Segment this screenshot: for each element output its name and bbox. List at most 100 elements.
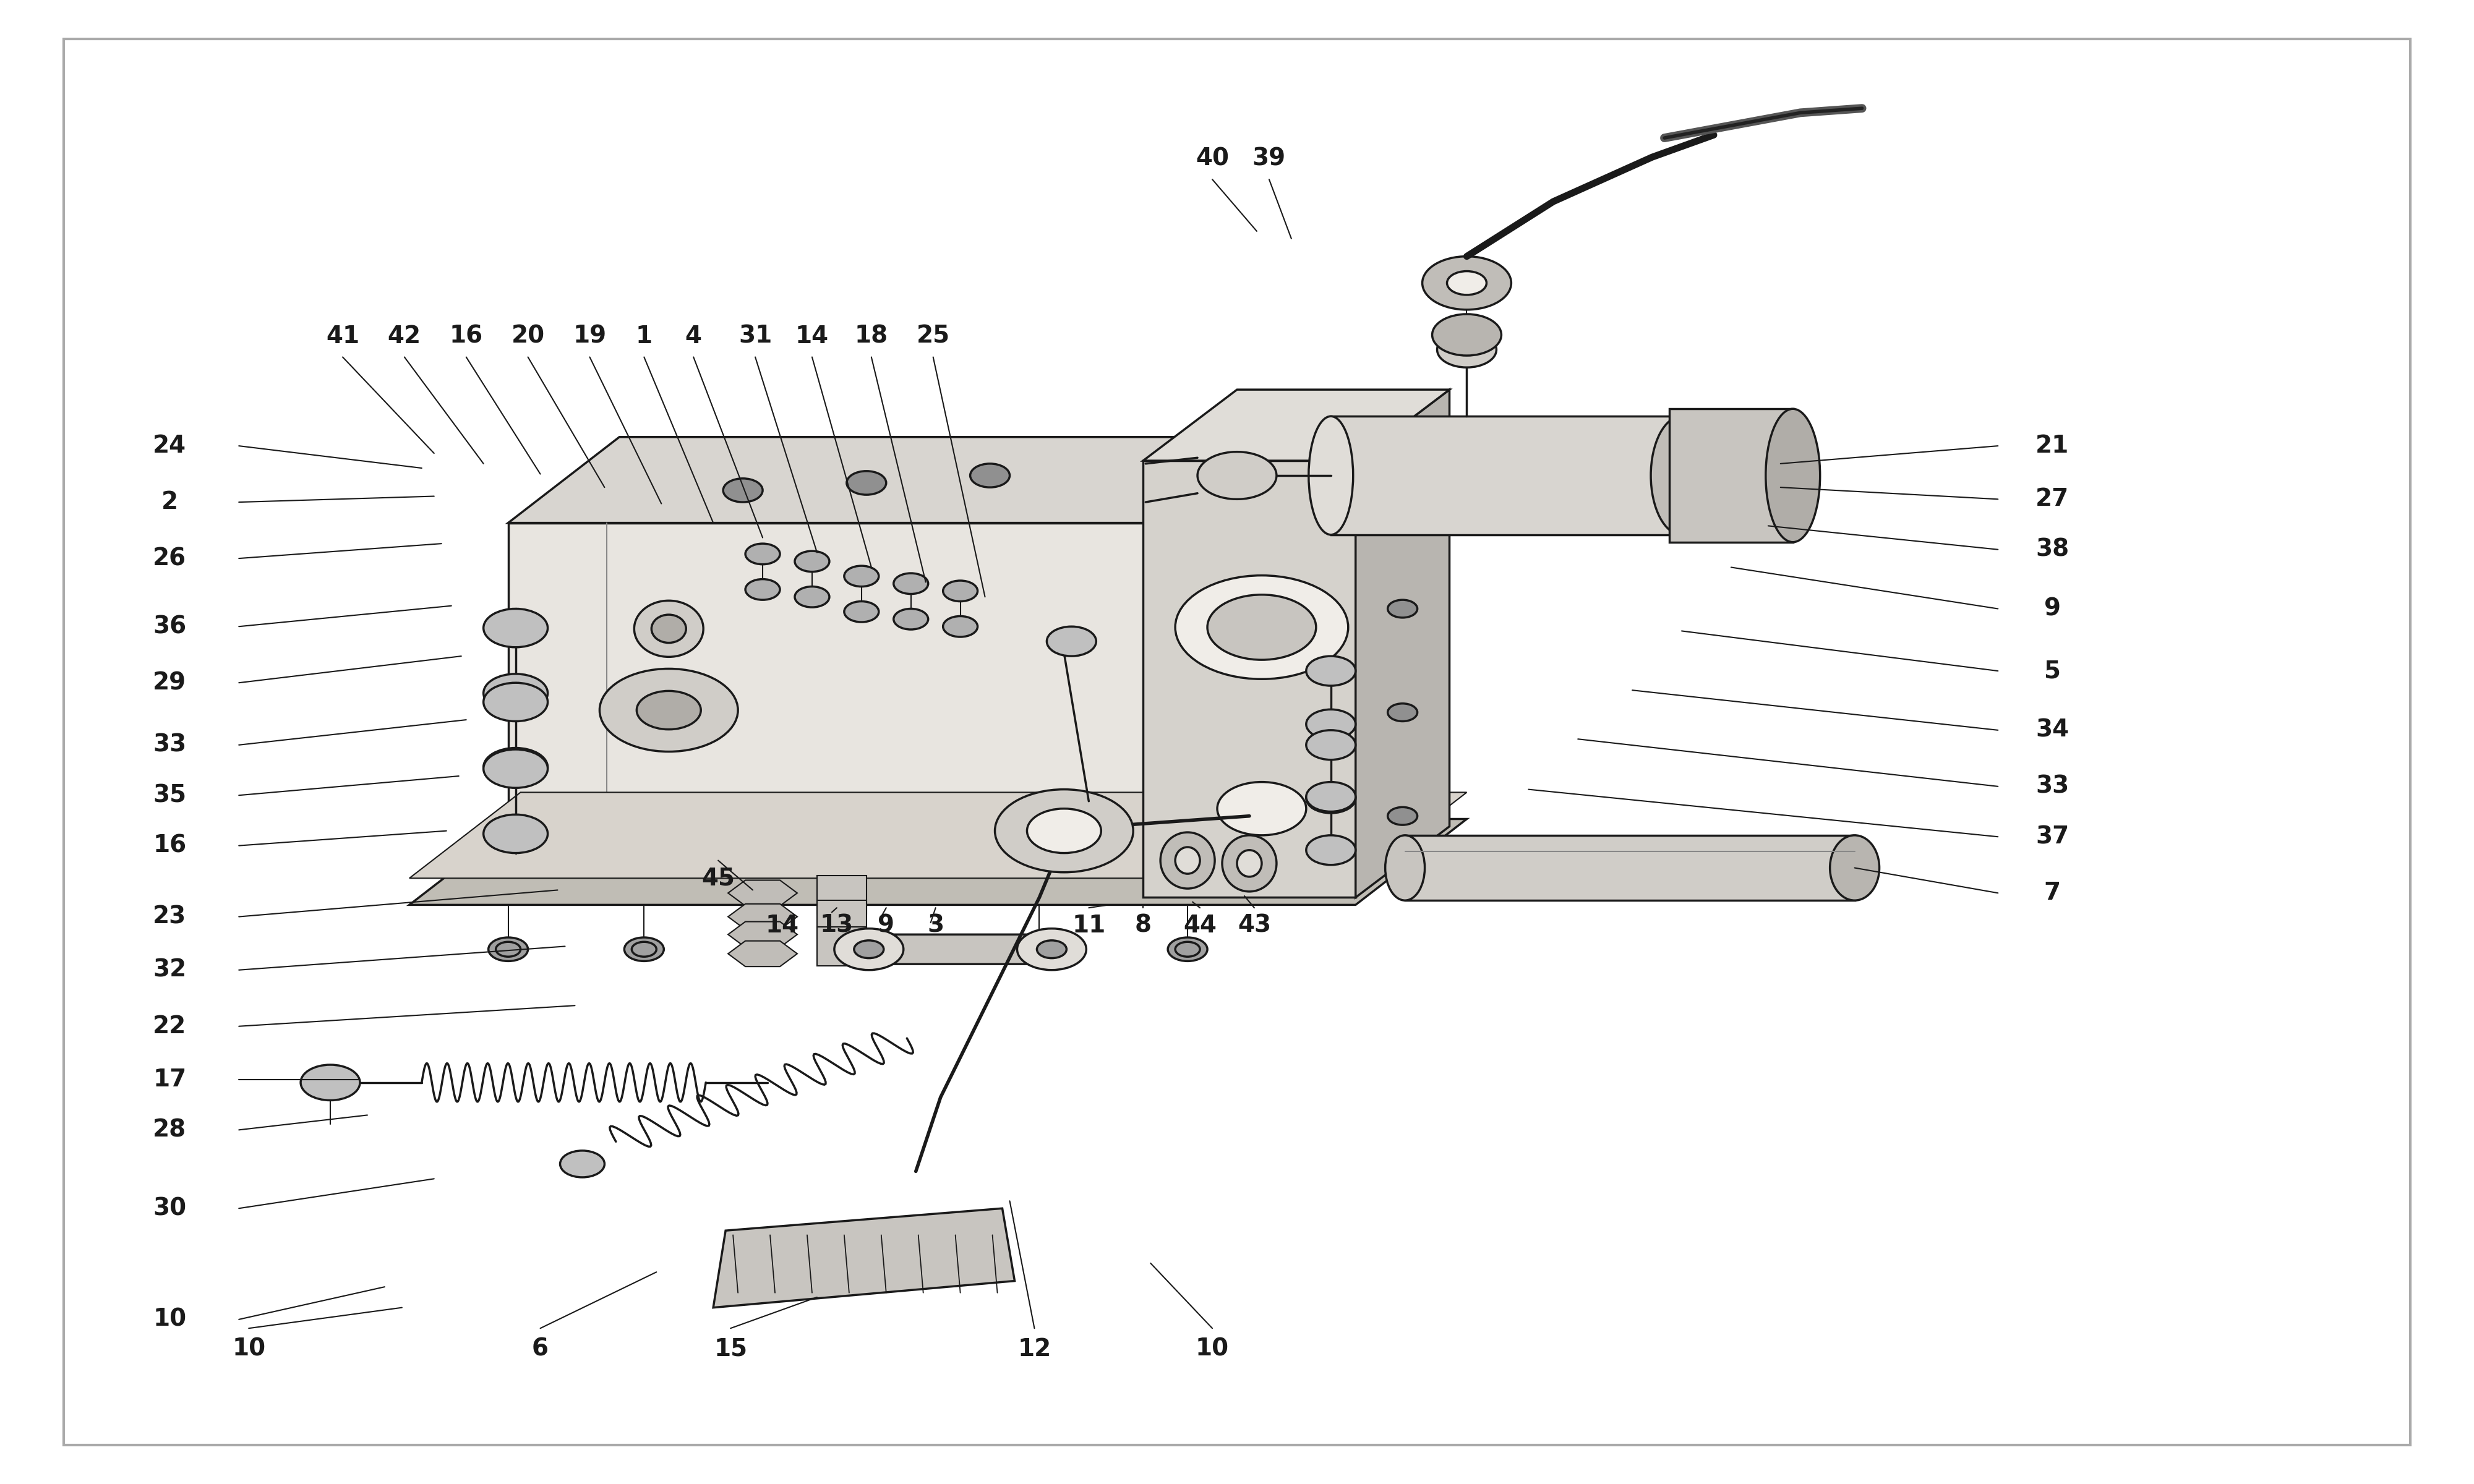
Circle shape — [1306, 782, 1356, 812]
Circle shape — [482, 749, 547, 788]
Text: 27: 27 — [2036, 487, 2068, 510]
Text: 25: 25 — [915, 325, 950, 349]
Circle shape — [1306, 656, 1356, 686]
Text: 43: 43 — [1237, 914, 1272, 938]
Text: 3: 3 — [928, 914, 945, 938]
Text: 6: 6 — [532, 1337, 549, 1361]
Ellipse shape — [1309, 417, 1353, 534]
Circle shape — [1175, 576, 1348, 680]
Polygon shape — [1670, 410, 1794, 542]
Circle shape — [1447, 272, 1487, 295]
Polygon shape — [1188, 436, 1299, 868]
Ellipse shape — [1650, 417, 1712, 534]
Circle shape — [1047, 626, 1096, 656]
Text: 14: 14 — [794, 325, 829, 349]
Text: 31: 31 — [737, 325, 772, 349]
Circle shape — [559, 1150, 604, 1177]
Circle shape — [854, 941, 883, 959]
Circle shape — [1017, 929, 1086, 971]
Polygon shape — [1143, 390, 1450, 460]
Circle shape — [1306, 784, 1356, 813]
Circle shape — [844, 601, 878, 622]
Text: 17: 17 — [153, 1068, 186, 1091]
Circle shape — [623, 938, 663, 962]
Text: 44: 44 — [1183, 914, 1217, 938]
Text: 9: 9 — [878, 914, 896, 938]
Circle shape — [1437, 332, 1497, 368]
Circle shape — [1197, 451, 1277, 499]
Circle shape — [1207, 595, 1316, 660]
Text: 38: 38 — [2036, 537, 2068, 561]
Text: 1: 1 — [636, 325, 653, 349]
Text: 13: 13 — [819, 914, 854, 938]
Polygon shape — [816, 901, 866, 939]
Circle shape — [745, 543, 779, 564]
Circle shape — [995, 789, 1133, 873]
Polygon shape — [507, 436, 1299, 522]
Circle shape — [794, 551, 829, 571]
Text: 15: 15 — [715, 1337, 747, 1361]
Ellipse shape — [1237, 850, 1262, 877]
Circle shape — [1306, 835, 1356, 865]
Text: 29: 29 — [153, 671, 186, 695]
Circle shape — [821, 938, 861, 962]
Text: 7: 7 — [2044, 881, 2061, 905]
Circle shape — [722, 478, 762, 502]
Text: 18: 18 — [854, 325, 888, 349]
Polygon shape — [713, 1208, 1014, 1307]
Ellipse shape — [633, 601, 703, 657]
Circle shape — [482, 674, 547, 712]
Circle shape — [1306, 709, 1356, 739]
Text: 26: 26 — [153, 546, 186, 570]
Polygon shape — [408, 819, 1467, 905]
Circle shape — [893, 573, 928, 594]
Text: 28: 28 — [153, 1117, 186, 1141]
Polygon shape — [727, 922, 797, 947]
Polygon shape — [1143, 460, 1356, 898]
Text: 14: 14 — [764, 914, 799, 938]
Text: 30: 30 — [153, 1196, 186, 1220]
Text: 12: 12 — [1017, 1337, 1051, 1361]
Ellipse shape — [1222, 835, 1277, 892]
Polygon shape — [1405, 835, 1856, 901]
Circle shape — [943, 616, 977, 637]
Circle shape — [1019, 938, 1059, 962]
Text: 41: 41 — [327, 325, 359, 349]
Circle shape — [844, 565, 878, 586]
Circle shape — [302, 1064, 359, 1100]
Text: 10: 10 — [153, 1307, 186, 1331]
Circle shape — [1423, 257, 1512, 310]
Polygon shape — [727, 904, 797, 929]
Text: 40: 40 — [1195, 147, 1230, 171]
Text: 45: 45 — [703, 867, 735, 890]
Text: 11: 11 — [1071, 914, 1106, 938]
Text: 2: 2 — [161, 490, 178, 513]
Ellipse shape — [1160, 833, 1215, 889]
Circle shape — [487, 938, 527, 962]
Circle shape — [846, 470, 886, 494]
Circle shape — [745, 579, 779, 600]
Text: 5: 5 — [2044, 659, 2061, 683]
Text: 10: 10 — [233, 1337, 265, 1361]
Circle shape — [482, 683, 547, 721]
Polygon shape — [727, 880, 797, 905]
Text: 24: 24 — [153, 435, 186, 457]
Polygon shape — [816, 876, 866, 914]
Text: 32: 32 — [153, 959, 186, 982]
Text: 10: 10 — [1195, 1337, 1230, 1361]
Text: 39: 39 — [1252, 147, 1286, 171]
Circle shape — [1217, 782, 1306, 835]
Circle shape — [1432, 315, 1502, 356]
Polygon shape — [727, 941, 797, 966]
Text: 4: 4 — [685, 325, 703, 349]
Circle shape — [834, 929, 903, 971]
Circle shape — [893, 608, 928, 629]
Ellipse shape — [1175, 847, 1200, 874]
Text: 33: 33 — [2036, 775, 2068, 798]
Circle shape — [1027, 809, 1101, 853]
Ellipse shape — [651, 614, 685, 643]
Text: 34: 34 — [2036, 718, 2068, 742]
Circle shape — [1388, 600, 1418, 617]
Text: 21: 21 — [2036, 435, 2068, 457]
Text: 42: 42 — [388, 325, 421, 349]
